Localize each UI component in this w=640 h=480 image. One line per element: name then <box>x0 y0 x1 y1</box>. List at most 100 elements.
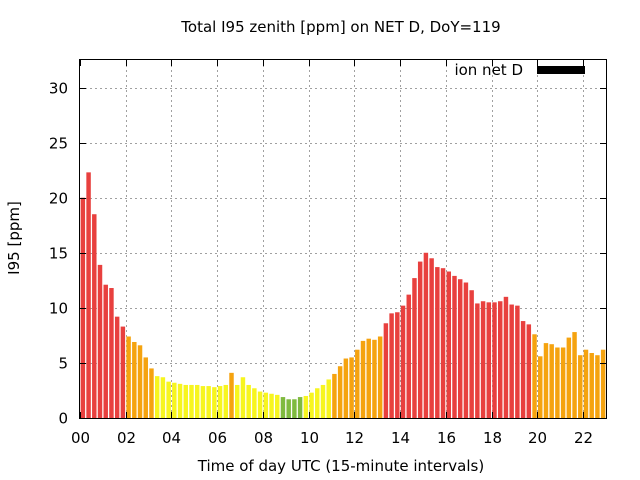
bar <box>326 379 331 418</box>
bar <box>143 357 148 418</box>
bar <box>337 366 343 418</box>
bar <box>235 384 240 418</box>
bar <box>355 349 360 418</box>
plot-frame <box>79 59 607 419</box>
y-tick-label: 25 <box>49 135 68 153</box>
bar <box>206 386 211 418</box>
y-tick-labels: 0 5 10 15 20 25 30 <box>49 80 68 428</box>
x-tick-label: 18 <box>483 429 502 447</box>
bar <box>200 386 206 418</box>
bar <box>194 384 200 418</box>
bar <box>349 357 354 418</box>
bar <box>97 264 103 418</box>
bar <box>429 258 434 418</box>
bar <box>303 395 309 418</box>
bar <box>240 377 246 418</box>
y-tick-label: 5 <box>58 355 68 373</box>
bar <box>223 384 229 418</box>
x-tick-label: 00 <box>71 429 90 447</box>
bar <box>86 172 91 418</box>
bar <box>120 326 126 418</box>
bar <box>469 290 474 418</box>
legend: ion net D <box>454 61 585 79</box>
bar <box>172 382 177 418</box>
bar <box>103 284 108 418</box>
bar <box>297 397 303 418</box>
bar <box>372 339 377 418</box>
bar <box>417 261 423 418</box>
bar <box>520 321 526 418</box>
bar <box>463 282 469 418</box>
bar <box>189 384 194 418</box>
x-tick-label: 08 <box>254 429 273 447</box>
bar <box>309 392 314 418</box>
bar <box>400 305 406 418</box>
x-tick-label: 04 <box>162 429 181 447</box>
y-axis-label: I95 [ppm] <box>5 201 23 275</box>
bar <box>257 391 263 418</box>
bar <box>177 383 183 418</box>
bar <box>229 372 234 418</box>
bar <box>492 302 497 418</box>
bar <box>114 316 120 418</box>
legend-label: ion net D <box>454 61 523 79</box>
legend-swatch <box>537 66 585 74</box>
y-tick-label: 10 <box>49 300 68 318</box>
x-tick-labels: 00 02 04 06 08 10 12 14 16 18 20 22 <box>71 429 593 447</box>
bar <box>549 344 554 418</box>
ticks <box>80 60 606 419</box>
bar <box>360 340 366 418</box>
bar <box>560 347 566 418</box>
bar <box>383 323 389 418</box>
bar <box>583 349 589 418</box>
bar <box>503 296 509 418</box>
bar <box>538 356 543 418</box>
x-tick-label: 10 <box>300 429 319 447</box>
bar <box>532 334 537 418</box>
x-tick-label: 22 <box>574 429 593 447</box>
bar <box>486 302 492 418</box>
bar <box>452 275 457 418</box>
bar <box>509 304 514 418</box>
bar <box>269 393 274 418</box>
bar <box>423 252 429 418</box>
bar <box>555 347 560 418</box>
x-axis-label: Time of day UTC (15-minute intervals) <box>197 457 484 475</box>
bar <box>578 355 583 418</box>
bar <box>526 324 532 418</box>
bar <box>377 336 383 418</box>
bar <box>600 349 606 418</box>
bar <box>212 387 217 418</box>
x-tick-label: 12 <box>345 429 364 447</box>
bar <box>286 399 291 418</box>
bar <box>595 355 600 418</box>
bar <box>475 303 480 418</box>
bar <box>389 313 394 418</box>
bar <box>480 301 486 418</box>
bar <box>246 384 251 418</box>
bar <box>126 336 131 418</box>
bar <box>166 381 171 418</box>
bar <box>292 399 297 418</box>
bar <box>572 332 577 418</box>
bar <box>132 341 137 418</box>
bar <box>446 271 451 418</box>
bar <box>160 377 166 418</box>
y-tick-label: 30 <box>49 80 68 98</box>
bar <box>280 397 286 418</box>
bar <box>252 388 257 418</box>
bar <box>395 312 400 418</box>
bar <box>217 386 223 418</box>
bar <box>412 278 417 418</box>
bar <box>80 197 86 418</box>
bar <box>154 376 160 418</box>
x-tick-label: 16 <box>437 429 456 447</box>
bar <box>498 301 503 418</box>
bar <box>457 279 463 418</box>
y-tick-label: 15 <box>49 245 68 263</box>
x-tick-label: 20 <box>528 429 547 447</box>
bar <box>320 384 326 418</box>
bar <box>440 268 446 418</box>
y-tick-label: 20 <box>49 190 68 208</box>
